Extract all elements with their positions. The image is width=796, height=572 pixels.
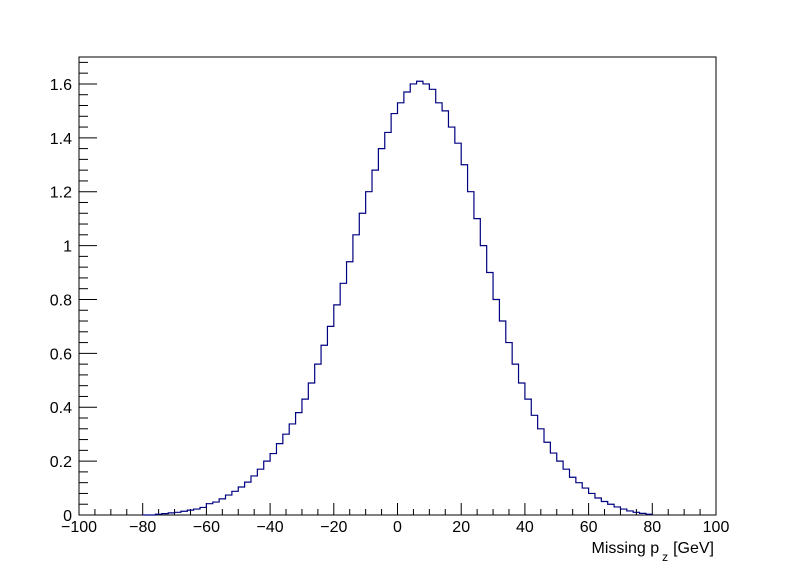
x-axis-title-unit: [GeV] [673,540,714,557]
y-tick-label: 0.6 [50,346,72,363]
x-tick-label: 60 [580,519,598,536]
y-axis-ticks [79,61,97,516]
y-tick-label: 0.8 [50,292,72,309]
y-tick-label: 1.4 [50,131,72,148]
histogram-series [142,80,653,516]
x-tick-label: 20 [452,519,470,536]
y-tick-label: 1 [63,239,72,256]
y-tick-label: 0 [63,508,72,525]
x-tick-label: 0 [393,519,402,536]
x-axis-ticks [78,503,717,515]
x-tick-label: −60 [193,519,220,536]
y-tick-label: 0.4 [50,400,72,417]
x-axis-title-subscript: z [662,550,668,564]
y-axis-tick-labels: 0 0.2 0.4 0.6 0.8 1 1.2 1.4 1.6 [50,77,72,525]
x-axis-tick-labels: −100 −80 −60 −40 −20 0 20 40 60 80 100 [61,519,729,536]
x-axis-title-main: Missing p [592,540,660,557]
y-tick-label: 1.2 [50,185,72,202]
x-tick-label: 80 [643,519,661,536]
y-tick-label: 0.2 [50,454,72,471]
x-tick-label: 100 [703,519,730,536]
y-tick-label: 1.6 [50,77,72,94]
x-tick-label: −40 [257,519,284,536]
x-tick-label: 40 [516,519,534,536]
x-axis-title: Missing p z [GeV] [592,540,714,564]
x-tick-label: −20 [320,519,347,536]
x-tick-label: −80 [129,519,156,536]
x-tick-label: −100 [61,519,97,536]
plot-frame [78,56,717,516]
